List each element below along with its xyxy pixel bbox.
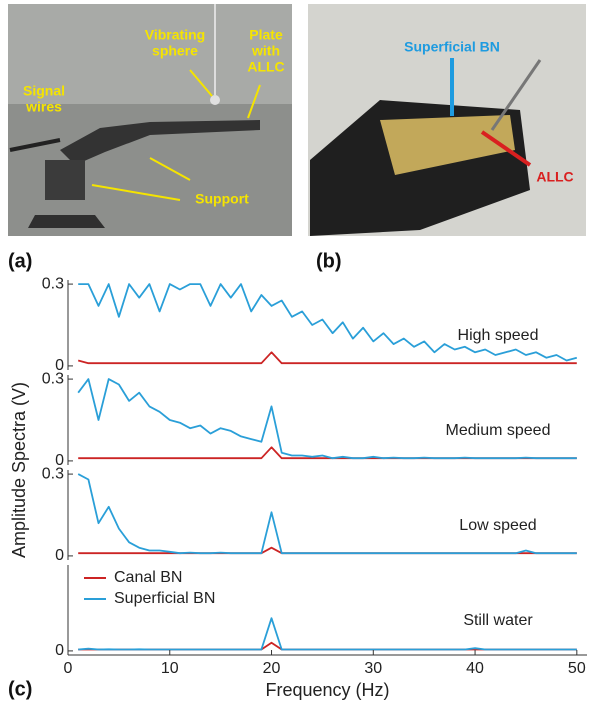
photo-label: ALLC [247, 59, 284, 75]
series-line [78, 379, 577, 458]
photo-label: Vibrating [145, 27, 205, 43]
y-tick-label: 0 [55, 547, 64, 564]
photo-label: wires [25, 99, 62, 115]
y-tick-label: 0.3 [42, 465, 64, 482]
legend-label: Superficial BN [114, 590, 215, 607]
panel-annotation: High speed [458, 327, 539, 344]
panel-label: (a) [8, 250, 32, 272]
x-tick-label: 10 [161, 660, 179, 677]
photo-label: Plate [249, 27, 283, 43]
panel-annotation: Still water [463, 612, 533, 629]
y-axis-label: Amplitude Spectra (V) [9, 382, 29, 558]
y-tick-label: 0.3 [42, 275, 64, 292]
series-line [78, 284, 577, 360]
sphere [210, 95, 220, 105]
photo-label: Support [195, 191, 249, 207]
photo-label: ALLC [536, 169, 573, 185]
y-tick-label: 0.3 [42, 370, 64, 387]
x-tick-label: 40 [466, 660, 484, 677]
photo-label: sphere [152, 43, 198, 59]
x-tick-label: 0 [64, 660, 73, 677]
series-line [78, 474, 577, 553]
support-post [45, 160, 85, 200]
panel-label: (c) [8, 678, 32, 700]
x-tick-label: 20 [263, 660, 281, 677]
figure: SignalwiresVibratingspherePlatewithALLCS… [0, 0, 589, 701]
series-line [78, 643, 577, 650]
y-tick-label: 0 [55, 642, 64, 659]
panel-label: (b) [316, 250, 342, 272]
legend-label: Canal BN [114, 569, 182, 586]
photo-label: Superficial BN [404, 39, 500, 55]
x-tick-label: 50 [568, 660, 586, 677]
x-axis-label: Frequency (Hz) [265, 680, 389, 700]
x-tick-label: 30 [364, 660, 382, 677]
panel-annotation: Low speed [459, 517, 536, 534]
photo-label: with [251, 43, 280, 59]
support-base [28, 215, 105, 228]
photo-b: Superficial BN ALLC [308, 4, 586, 236]
photo-label: Signal [23, 83, 65, 99]
panel-annotation: Medium speed [446, 422, 551, 439]
